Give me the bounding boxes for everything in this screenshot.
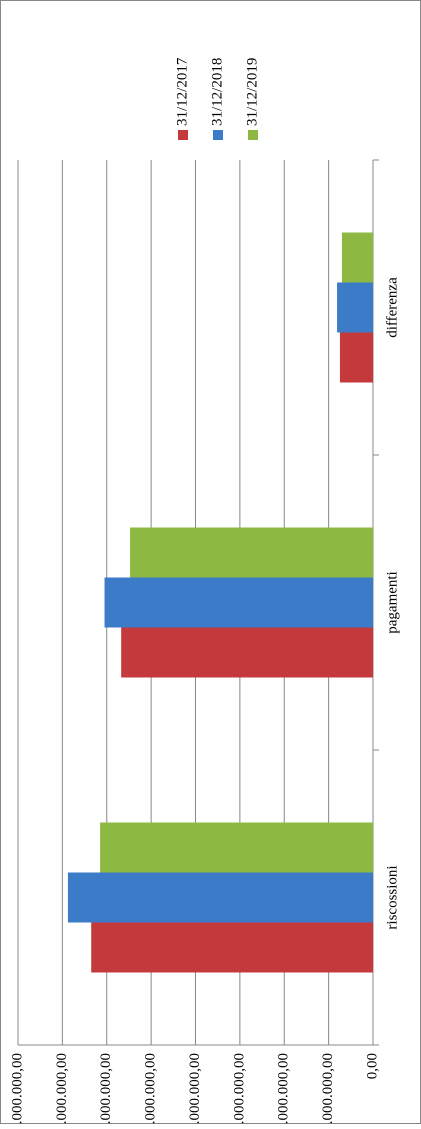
bar <box>104 577 373 628</box>
bar <box>337 282 373 333</box>
bar <box>121 627 373 678</box>
x-tick-label: differenza <box>384 277 400 338</box>
bar <box>130 527 373 578</box>
legend-label: 31/12/2018 <box>209 58 225 126</box>
bar <box>91 922 373 973</box>
y-tick-label: 140.000.000,00 <box>54 1053 70 1124</box>
y-tick-label: 20.000.000,00 <box>320 1053 336 1124</box>
x-tick-label: riscossioni <box>384 865 400 929</box>
legend-label: 31/12/2017 <box>174 57 190 126</box>
bar <box>339 332 373 383</box>
x-tick-label: pagamenti <box>384 571 400 633</box>
bar <box>341 232 373 283</box>
legend-swatch <box>248 130 258 140</box>
y-tick-label: 60.000.000,00 <box>231 1053 247 1124</box>
y-tick-label: 100.000.000,00 <box>143 1053 159 1124</box>
bar <box>67 872 373 923</box>
y-tick-label: 0,00 <box>364 1053 380 1079</box>
legend-swatch <box>178 130 188 140</box>
legend-swatch <box>213 130 223 140</box>
legend-label: 31/12/2019 <box>244 58 260 126</box>
bar <box>100 822 373 873</box>
y-tick-label: 80.000.000,00 <box>187 1053 203 1124</box>
y-tick-label: 160.000.000,00 <box>9 1053 25 1124</box>
y-tick-label: 40.000.000,00 <box>276 1053 292 1124</box>
y-tick-label: 120.000.000,00 <box>98 1053 114 1124</box>
